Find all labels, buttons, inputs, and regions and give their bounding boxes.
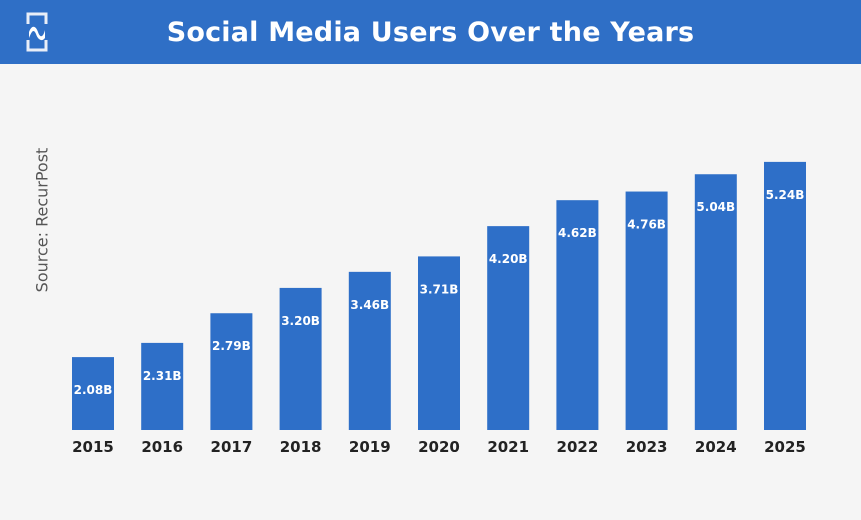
x-tick-label: 2017 [211,438,253,456]
bar-chart: 2.08B 2015 2.31B 2016 2.79B 2017 3.20B 2018 3.46… [72,161,806,456]
bar-2015 [72,357,114,430]
bar-2021 [487,226,530,430]
data-label: 3.20B [281,314,320,328]
data-label: 3.46B [350,298,389,312]
data-label: 5.04B [696,200,735,214]
header-banner: Social Media Users Over the Years [0,0,861,64]
x-tick-label: 2022 [557,438,599,456]
data-label: 4.62B [558,226,597,240]
bar-2023 [625,191,668,430]
data-label: 5.24B [766,188,805,202]
bar-2018 [279,287,322,430]
chart-title: Social Media Users Over the Years [166,16,695,48]
x-tick-label: 2016 [141,438,183,456]
data-label: 3.71B [420,282,459,296]
bar-2020 [418,256,460,430]
x-tick-label: 2020 [418,438,460,456]
x-tick-label: 2023 [626,438,668,456]
x-tick-label: 2019 [349,438,391,456]
bar-2022 [556,200,599,430]
data-label: 4.76B [627,218,666,232]
bar-2017 [210,313,253,430]
data-label: 4.20B [489,252,528,266]
x-tick-label: 2015 [72,438,114,456]
bar-2016 [141,342,184,430]
x-tick-label: 2025 [764,438,806,456]
x-tick-label: 2024 [695,438,737,456]
recurpost-logo-icon [26,12,48,52]
x-tick-label: 2018 [280,438,322,456]
data-label: 2.08B [74,383,113,397]
data-label: 2.79B [212,339,251,353]
bar-2024 [694,174,737,430]
bar-2019 [348,271,391,430]
bar-2025 [764,161,806,430]
x-tick-label: 2021 [487,438,529,456]
data-label: 2.31B [143,369,182,383]
